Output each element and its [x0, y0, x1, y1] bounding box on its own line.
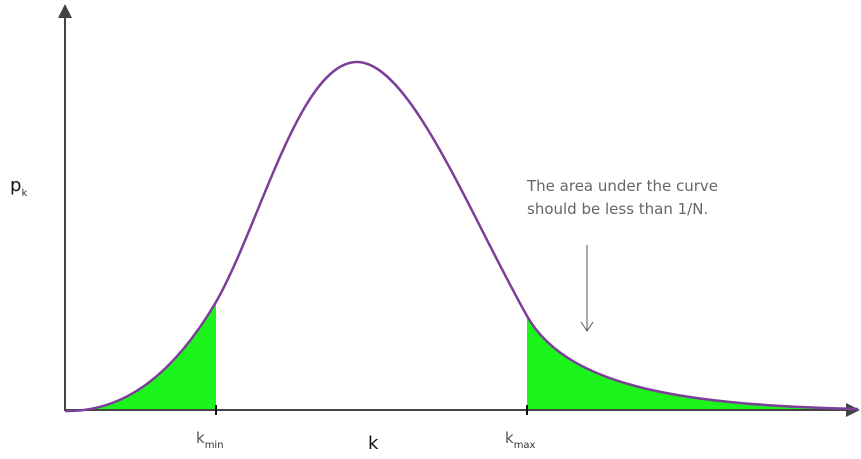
label-main: k — [196, 429, 205, 447]
right-tail-area — [527, 316, 858, 410]
label-main: k — [505, 429, 514, 447]
label-main: p — [10, 175, 21, 196]
kmax-label: kmax — [505, 429, 536, 451]
annotation-arrowhead — [580, 321, 594, 332]
kmin-label: kmin — [196, 429, 224, 451]
label-sub: min — [205, 440, 224, 451]
y-axis-label: pk — [10, 175, 27, 199]
x-axis-label: k — [368, 433, 379, 454]
y-axis-arrow — [58, 4, 72, 18]
annotation-line: The area under the curve — [526, 177, 718, 195]
annotation-line: should be less than 1/N. — [527, 200, 708, 218]
label-sub: max — [514, 440, 536, 451]
left-tail-area — [65, 302, 216, 412]
label-sub: k — [21, 188, 27, 199]
distribution-curve — [64, 60, 859, 413]
